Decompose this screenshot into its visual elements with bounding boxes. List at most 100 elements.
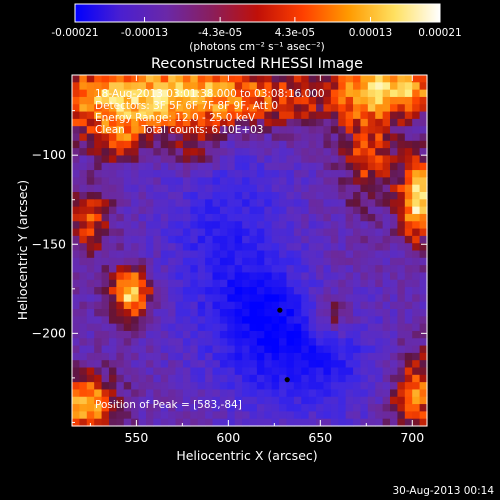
heatmap-cell — [404, 213, 413, 222]
heatmap-cell — [94, 213, 103, 222]
heatmap-cell — [168, 316, 177, 325]
heatmap-cell — [160, 316, 169, 325]
heatmap-cell — [286, 404, 295, 412]
heatmap-cell — [197, 235, 206, 244]
heatmap-cell — [123, 104, 132, 113]
heatmap-cell — [94, 199, 103, 208]
heatmap-cell — [412, 184, 421, 193]
heatmap-cell — [264, 338, 273, 347]
heatmap-cell — [86, 75, 95, 83]
heatmap-cell — [72, 257, 80, 266]
heatmap-cell — [101, 162, 110, 171]
heatmap-cell — [205, 374, 214, 383]
heatmap-cell — [323, 287, 332, 295]
heatmap-cell — [382, 192, 391, 200]
heatmap-cell — [316, 316, 325, 325]
heatmap-cell — [308, 367, 317, 376]
heatmap-cell — [168, 301, 177, 310]
heatmap-cell — [227, 345, 236, 354]
heatmap-cell — [94, 118, 103, 127]
heatmap-cell — [367, 170, 376, 178]
heatmap-cell — [227, 338, 236, 347]
heatmap-cell — [316, 177, 325, 186]
heatmap-cell — [375, 279, 384, 288]
heatmap-cell — [227, 279, 236, 288]
heatmap-cell — [397, 352, 406, 361]
heatmap-cell — [271, 309, 280, 317]
heatmap-cell — [256, 382, 265, 391]
heatmap-cell — [160, 323, 169, 332]
heatmap-cell — [404, 301, 413, 310]
heatmap-cell — [145, 287, 154, 295]
heatmap-cell — [108, 352, 117, 361]
heatmap-cell — [345, 404, 354, 412]
heatmap-cell — [168, 382, 177, 391]
heatmap-cell — [293, 221, 302, 230]
heatmap-cell — [330, 221, 339, 230]
heatmap-cell — [404, 279, 413, 288]
heatmap-cell — [286, 396, 295, 405]
heatmap-cell — [242, 338, 251, 347]
heatmap-cell — [404, 206, 413, 215]
heatmap-cell — [205, 111, 214, 120]
heatmap-cell — [101, 382, 110, 391]
heatmap-cell — [234, 82, 243, 91]
heatmap-cell — [212, 323, 221, 332]
heatmap-cell — [367, 382, 376, 391]
heatmap-cell — [249, 250, 258, 259]
heatmap-cell — [182, 104, 191, 113]
heatmap-cell — [168, 96, 177, 105]
heatmap-cell — [94, 396, 103, 405]
heatmap-cell — [286, 118, 295, 127]
heatmap-cell — [367, 192, 376, 200]
heatmap-cell — [86, 118, 95, 127]
heatmap-cell — [175, 199, 184, 208]
heatmap-cell — [131, 411, 140, 420]
heatmap-cell — [242, 294, 251, 303]
heatmap-cell — [308, 287, 317, 295]
heatmap-cell — [404, 257, 413, 266]
heatmap-cell — [279, 345, 288, 354]
heatmap-cell — [286, 162, 295, 171]
heatmap-cell — [375, 309, 384, 317]
heatmap-cell — [145, 155, 154, 164]
heatmap-cell — [367, 272, 376, 281]
heatmap-cell — [182, 206, 191, 215]
heatmap-cell — [182, 170, 191, 178]
heatmap-cell — [205, 389, 214, 398]
heatmap-cell — [367, 177, 376, 186]
heatmap-cell — [197, 75, 206, 83]
heatmap-cell — [301, 126, 310, 135]
heatmap-cell — [330, 140, 339, 149]
heatmap-cell — [205, 396, 214, 405]
heatmap-cell — [205, 221, 214, 230]
heatmap-cell — [116, 323, 125, 332]
heatmap-cell — [219, 140, 228, 149]
heatmap-cell — [72, 221, 80, 230]
heatmap-cell — [79, 389, 88, 398]
heatmap-cell — [412, 192, 421, 200]
heatmap-cell — [227, 265, 236, 274]
heatmap-cell — [264, 206, 273, 215]
heatmap-cell — [323, 316, 332, 325]
heatmap-cell — [412, 360, 421, 369]
heatmap-cell — [108, 367, 117, 376]
heatmap-cell — [338, 228, 347, 237]
heatmap-cell — [279, 257, 288, 266]
heatmap-cell — [375, 104, 384, 113]
heatmap-cell — [219, 126, 228, 135]
heatmap-cell — [256, 338, 265, 347]
heatmap-cell — [323, 75, 332, 83]
heatmap-cell — [308, 279, 317, 288]
heatmap-cell — [94, 235, 103, 244]
heatmap-cell — [101, 404, 110, 412]
heatmap-cell — [175, 272, 184, 281]
heatmap-cell — [131, 140, 140, 149]
heatmap-cell — [330, 96, 339, 105]
heatmap-cell — [286, 316, 295, 325]
heatmap-cell — [116, 272, 125, 281]
heatmap-cell — [293, 228, 302, 237]
heatmap-cell — [242, 287, 251, 295]
heatmap-cell — [301, 352, 310, 361]
heatmap-cell — [271, 228, 280, 237]
